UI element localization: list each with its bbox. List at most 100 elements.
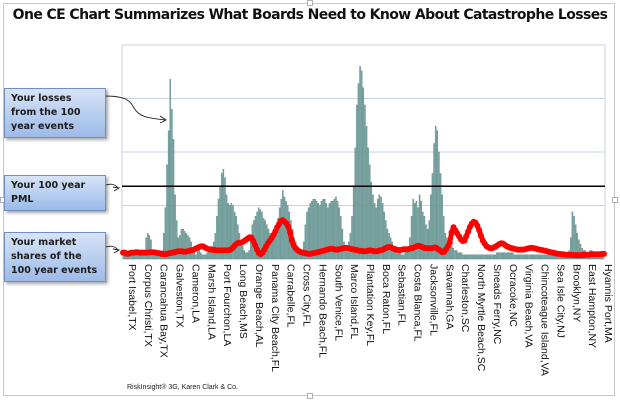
loss-bar	[172, 139, 175, 260]
loss-bar	[269, 233, 271, 260]
loss-bar	[418, 194, 421, 260]
loss-bar	[441, 194, 443, 260]
loss-bar	[394, 246, 397, 260]
loss-bar	[364, 104, 366, 260]
loss-bar	[166, 164, 168, 260]
market-share-point	[465, 228, 472, 235]
loss-bar	[505, 252, 508, 260]
arrow-shares-head	[112, 248, 121, 254]
resize-handle-top[interactable]	[307, 0, 313, 6]
loss-bar	[323, 198, 326, 260]
loss-bar	[534, 254, 537, 260]
x-tick-labels: Port Isabel,TX Corpus Christi,TX Carancahu…	[126, 264, 614, 376]
loss-bar	[167, 130, 170, 260]
loss-bar	[415, 201, 418, 260]
loss-bar	[468, 254, 471, 260]
loss-bar	[431, 173, 434, 260]
x-tick-label: Orange Beach,AL	[253, 264, 265, 348]
resize-handle-right[interactable]	[612, 197, 618, 203]
loss-bar	[182, 228, 184, 260]
loss-bar	[467, 254, 469, 260]
loss-bar	[465, 254, 468, 260]
resize-handle-bottom[interactable]	[307, 393, 313, 399]
x-tick-label: Costa Blanca,FL	[412, 264, 424, 342]
loss-bar	[476, 254, 479, 260]
x-tick-label: Charleston,SC	[459, 264, 471, 333]
loss-bar	[238, 233, 241, 260]
loss-bar	[146, 233, 149, 260]
loss-bar	[489, 254, 492, 260]
loss-bar	[233, 211, 236, 260]
arrow-pml	[105, 183, 119, 189]
loss-bar	[523, 254, 525, 260]
loss-bar	[163, 233, 165, 260]
loss-bar	[193, 252, 196, 260]
loss-bar	[428, 220, 431, 260]
loss-bar	[322, 198, 324, 260]
loss-bar	[473, 254, 476, 260]
loss-bar	[360, 70, 363, 260]
loss-bar	[436, 130, 439, 260]
loss-bar	[439, 173, 442, 260]
x-tick-label: Galveston,TX	[174, 264, 186, 328]
loss-bar	[483, 254, 485, 260]
loss-bar	[362, 87, 365, 260]
loss-bar	[230, 203, 233, 260]
loss-bar	[248, 250, 250, 260]
loss-bar	[549, 254, 551, 260]
loss-bar	[497, 252, 500, 260]
loss-bar	[367, 147, 369, 260]
loss-bar	[484, 254, 487, 260]
loss-bar	[463, 254, 466, 260]
loss-bar	[414, 203, 416, 260]
loss-bar	[306, 211, 308, 260]
callout-market-shares: Your market shares of the 100 year event…	[4, 232, 106, 282]
callout-losses: Your losses from the 100 year events	[4, 88, 106, 138]
x-tick-label: South Venice,FL	[332, 264, 344, 341]
loss-bar	[229, 205, 231, 260]
loss-bar	[264, 220, 266, 260]
loss-bar	[486, 254, 488, 260]
loss-bar	[336, 201, 339, 260]
x-tick-label: Ocracoke,NC	[507, 264, 519, 327]
loss-bar	[368, 164, 371, 260]
loss-bar	[504, 252, 506, 260]
loss-bar	[478, 254, 480, 260]
loss-bar	[315, 201, 318, 260]
loss-bar	[262, 218, 265, 260]
loss-bar	[217, 198, 220, 260]
loss-bar	[145, 237, 147, 260]
loss-bar	[148, 235, 151, 260]
loss-bar	[333, 198, 336, 260]
loss-bar	[526, 254, 529, 260]
loss-bar	[573, 216, 575, 260]
loss-bar	[481, 254, 484, 260]
loss-bar	[330, 201, 332, 260]
x-tick-label: Cameron,LA	[190, 264, 202, 323]
loss-bar	[401, 254, 403, 260]
loss-bar	[216, 216, 218, 260]
loss-bar	[528, 254, 530, 260]
loss-bar	[475, 254, 477, 260]
loss-bar	[203, 254, 205, 260]
loss-bar	[422, 211, 424, 260]
x-tick-label: Panama City Beach,FL	[269, 264, 281, 372]
loss-bar	[370, 181, 373, 260]
market-share-point	[478, 232, 484, 239]
loss-bar	[220, 173, 223, 260]
x-tick-label: Port Fourchon,LA	[221, 264, 233, 346]
loss-bar	[257, 207, 260, 260]
loss-bar	[256, 211, 258, 260]
loss-bar	[533, 254, 535, 260]
market-share-point	[474, 222, 481, 229]
loss-bar	[283, 196, 286, 260]
market-share-point	[288, 237, 295, 244]
x-tick-label: Marsh Island,LA	[205, 264, 217, 340]
x-tick-label: Virginia Beach,VA	[523, 264, 535, 348]
loss-bar	[410, 216, 413, 260]
x-tick-label: Corpus Christi,TX	[142, 264, 154, 347]
loss-bar	[539, 254, 542, 260]
loss-bar	[328, 203, 331, 260]
loss-bar	[496, 252, 498, 260]
loss-bar	[457, 252, 459, 260]
